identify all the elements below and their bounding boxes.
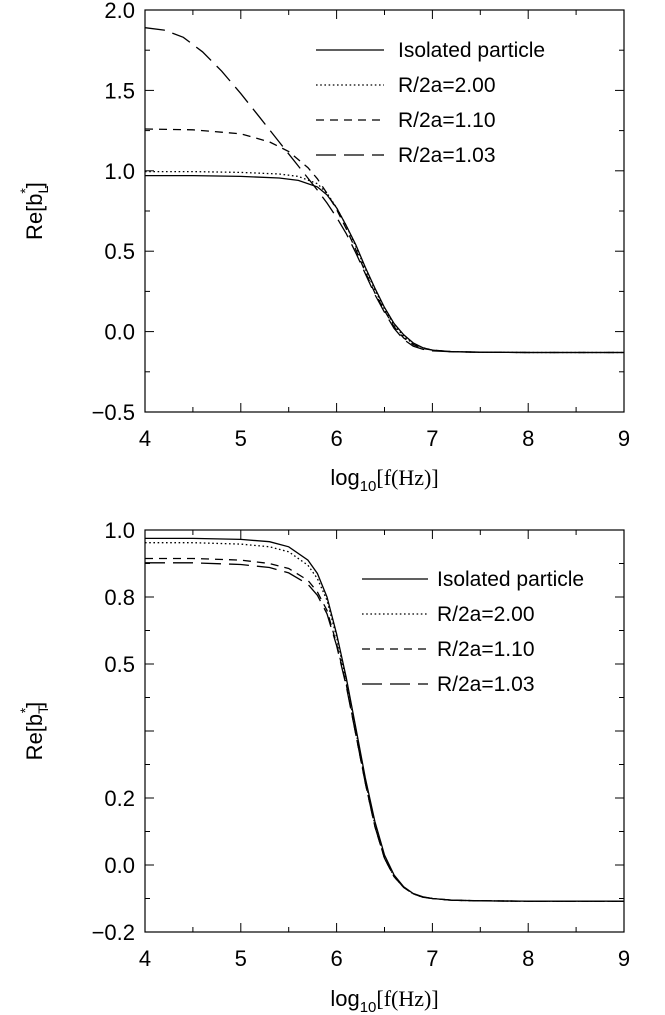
series-line-4	[144, 27, 624, 354]
x-axis-title-main: log	[330, 986, 359, 1011]
y-tick-label: 0.0	[104, 853, 135, 878]
series-line-1	[145, 174, 624, 354]
legend: Isolated particle R/2a=2.00 R/2a=1.10 R/2a=…	[316, 39, 545, 167]
legend-label: R/2a=2.00	[437, 603, 535, 626]
y-tick-label: 0.2	[104, 786, 135, 811]
y-axis-title-close: ]	[22, 182, 47, 188]
x-tick-label: 4	[139, 426, 151, 451]
legend-label: R/2a=1.10	[398, 109, 496, 132]
x-axis-title-unit: [f(Hz)]	[376, 465, 438, 490]
plot-frame	[144, 9, 625, 413]
x-tick-label: 7	[426, 946, 438, 971]
x-axis-title-main: log	[330, 465, 359, 490]
x-tick-label: 5	[235, 946, 247, 971]
legend-label: R/2a=2.00	[398, 74, 496, 97]
y-tick-label: 1.0	[104, 518, 135, 543]
y-axis-title: Re[bL*]	[17, 182, 51, 240]
series-line-4	[145, 562, 624, 902]
x-tick-label: 9	[618, 946, 630, 971]
y-axis-title-subscript: L	[35, 185, 51, 193]
y-axis-title-main: Re[b	[22, 714, 47, 760]
series-line-3	[144, 128, 624, 354]
legend-label: R/2a=1.03	[437, 673, 535, 696]
x-tick-label: 8	[522, 426, 534, 451]
series-line-2	[145, 170, 624, 354]
y-axis-title-superscript: *	[17, 707, 33, 713]
y-tick-label: 0.5	[104, 652, 135, 677]
x-tick-label: 7	[426, 426, 438, 451]
y-tick-label: 0.0	[104, 320, 135, 345]
x-axis-title-unit: [f(Hz)]	[376, 986, 438, 1011]
y-tick-label: 1.5	[104, 78, 135, 103]
chart-panel-2: 4 5 6 7 8 9 −0.2 0.0 0.2 0.5 0.8 1.0 Isolated partic…	[17, 518, 630, 1015]
x-tick-label: 6	[330, 946, 342, 971]
y-axis-title-subscript: T	[35, 705, 51, 714]
y-tick-label: 0.5	[104, 239, 135, 264]
legend-label: Isolated particle	[437, 568, 584, 591]
x-axis-title-subscript: 10	[360, 478, 377, 495]
x-tick-label: 6	[330, 426, 342, 451]
y-axis-title-close: ]	[22, 702, 47, 708]
legend-label: R/2a=1.10	[437, 638, 535, 661]
legend-label: R/2a=1.03	[398, 144, 496, 167]
y-tick-label: −0.2	[92, 920, 135, 945]
legend-label: Isolated particle	[398, 39, 545, 62]
x-tick-label: 9	[618, 426, 630, 451]
series-line-3	[145, 557, 624, 902]
series-line-1	[145, 537, 624, 902]
x-axis-title: log10[f(Hz)]	[330, 465, 438, 495]
x-axis-title-subscript: 10	[360, 999, 377, 1015]
y-axis-title-superscript: *	[17, 188, 33, 194]
legend: Isolated particle R/2a=2.00 R/2a=1.10 R/2a=…	[362, 568, 584, 696]
chart-panel-1: 4 5 6 7 8 9 −0.5 0.0 0.5 1.0 1.5 2.0 Isolated partic…	[17, 0, 630, 495]
x-tick-label: 5	[235, 426, 247, 451]
y-tick-label: 1.0	[104, 159, 135, 184]
y-tick-label: −0.5	[92, 400, 135, 425]
series-line-2	[145, 542, 624, 902]
x-tick-label: 4	[139, 946, 151, 971]
x-axis-title: log10[f(Hz)]	[330, 986, 438, 1015]
y-tick-label: 0.8	[104, 585, 135, 610]
x-tick-label: 8	[522, 946, 534, 971]
y-tick-label: 2.0	[104, 0, 135, 23]
y-axis-title: Re[bT*]	[17, 702, 51, 761]
y-axis-title-main: Re[b	[22, 193, 47, 239]
